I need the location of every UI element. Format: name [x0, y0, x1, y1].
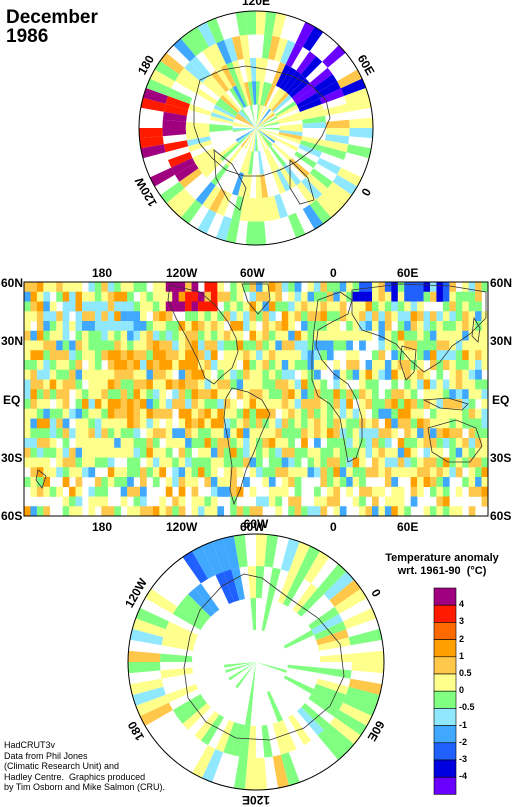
legend-label: -0.5	[459, 702, 475, 713]
legend-swatch	[433, 656, 457, 675]
south-polar-coastlines	[183, 573, 345, 741]
right-lat-label-30n: 30N	[490, 334, 512, 348]
legend-swatch	[433, 776, 457, 795]
north-polar-anomaly-cells	[139, 11, 373, 245]
left-lat-label-30n: 30N	[1, 334, 24, 348]
legend-swatch	[433, 587, 457, 606]
legend-label: 4	[459, 599, 465, 610]
legend-swatch	[433, 708, 457, 726]
legend-swatch	[433, 622, 457, 640]
legend-label: -1	[459, 719, 468, 730]
legend-swatch	[433, 639, 457, 658]
legend-label: 0	[459, 685, 465, 696]
right-lat-label-30s: 30S	[490, 451, 512, 465]
legend-swatch	[433, 759, 457, 778]
main-map-anomaly-cells	[24, 282, 489, 517]
map-title: December 1986	[6, 7, 98, 47]
top-lon-label-60e: 60E	[397, 266, 419, 280]
legend-label: -3	[459, 754, 468, 764]
legend-label: 3	[459, 616, 465, 627]
right-lat-label-eq: EQ	[492, 393, 510, 407]
legend-swatch	[433, 673, 457, 692]
bottom-lon-label-60e: 60E	[397, 520, 419, 534]
legend-label: -2	[459, 736, 468, 747]
left-lat-label-60n: 60N	[1, 276, 24, 290]
legend-label: 2	[459, 633, 465, 644]
left-lat-label-eq: EQ	[3, 393, 21, 407]
north-polar-frame	[138, 10, 374, 246]
legend-title: Temperature anomaly wrt. 1961-90 (°C)	[385, 552, 499, 577]
left-lat-label-30s: 30S	[1, 451, 23, 465]
legend-swatch	[433, 742, 457, 761]
legend-label: 1	[459, 650, 465, 661]
legend-swatch	[433, 725, 457, 744]
credits-text: HadCRUT3v Data from Phil Jones (Climatic…	[4, 740, 166, 792]
left-lat-label-60s: 60S	[1, 509, 23, 523]
top-lon-label-120w: 120W	[166, 266, 198, 280]
north-polar-coastlines	[193, 65, 331, 211]
polar-lon-label: 120E	[241, 0, 271, 8]
main-map-coastlines	[35, 283, 487, 506]
legend-swatch	[433, 690, 457, 709]
south-polar-frame	[127, 533, 385, 791]
legend-label: -4	[459, 771, 468, 782]
legend-color-bar	[433, 587, 457, 795]
right-lat-label-60n: 60N	[490, 276, 512, 290]
bottom-lon-label-60w: 60W	[240, 520, 265, 534]
legend-label: 0.5	[459, 668, 472, 678]
top-lon-label-180: 180	[92, 266, 113, 280]
polar-lon-label: 120E	[241, 793, 271, 807]
polar-lon-label: 60W	[243, 517, 269, 531]
bottom-lon-label-120w: 120W	[166, 520, 198, 534]
legend-swatch	[433, 604, 457, 623]
top-lon-label-60w: 60W	[240, 266, 265, 280]
right-lat-label-60s: 60S	[490, 509, 512, 523]
main-map-frame	[23, 281, 489, 517]
south-polar-anomaly-cells	[128, 534, 384, 790]
bottom-lon-label-180: 180	[92, 520, 113, 534]
bottom-lon-label-0: 0	[330, 520, 337, 534]
top-lon-label-0: 0	[330, 266, 337, 280]
